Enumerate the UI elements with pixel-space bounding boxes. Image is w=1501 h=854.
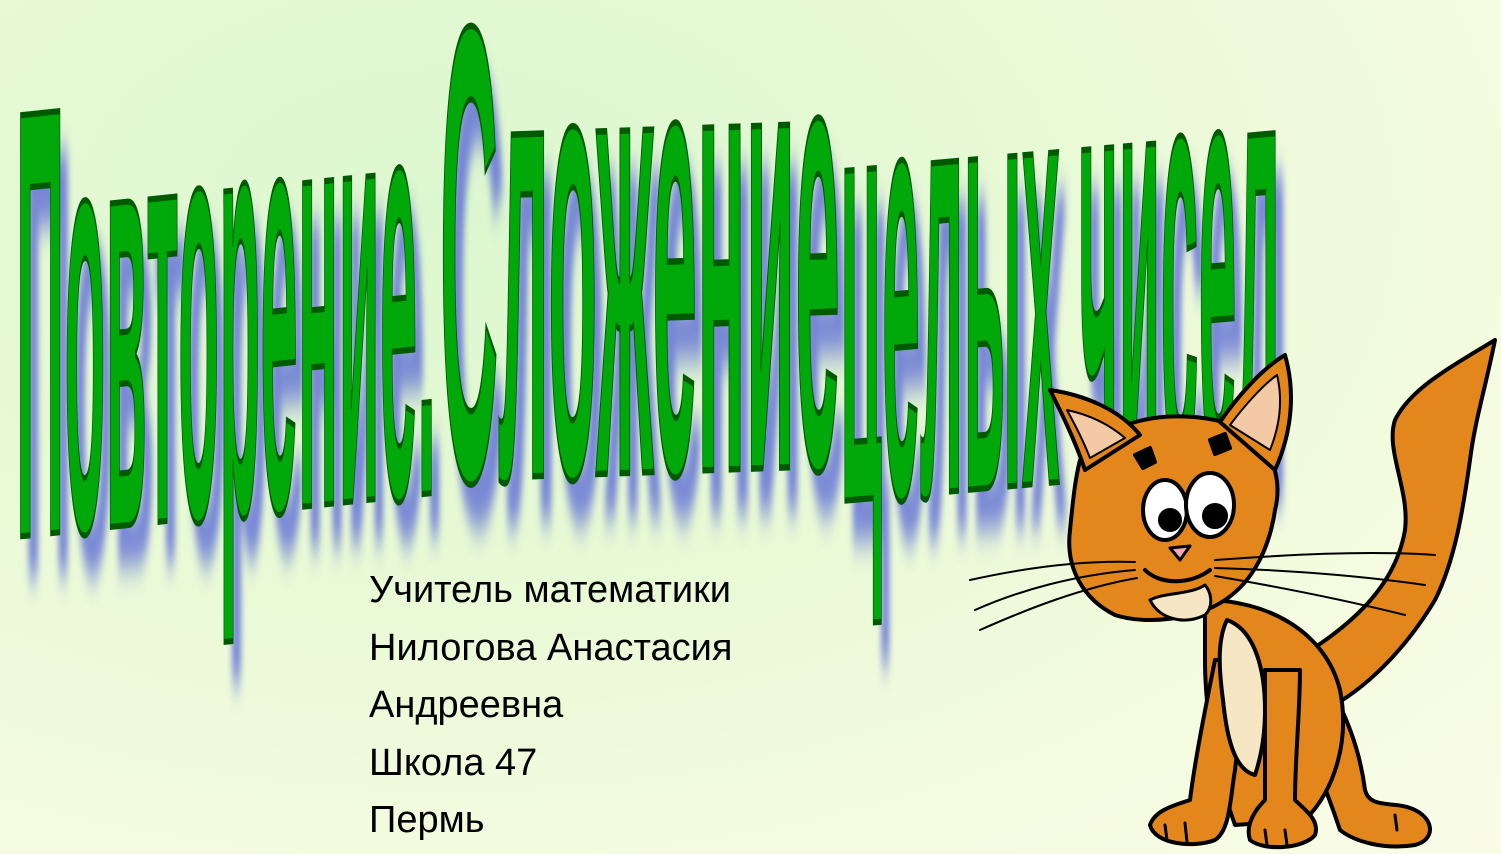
cat-nose	[1168, 544, 1192, 562]
title-word-1: Повторение.	[16, 0, 436, 671]
author-credits: Учитель математики Нилогова Анастасия Ан…	[369, 562, 889, 850]
cat-ear-right-inner	[1229, 374, 1282, 451]
cat-belly	[1217, 618, 1267, 777]
cat-mouth	[1143, 568, 1212, 584]
title-word-1-shadow: Повторение.	[24, 0, 444, 711]
cat-tail	[1293, 338, 1497, 712]
cat-paw-lines	[1163, 813, 1399, 847]
cat-eyebrow-right	[1208, 432, 1232, 456]
cartoon-cat-illustration	[969, 338, 1497, 850]
cat-pupil-left	[1158, 508, 1182, 532]
credit-line-role: Учитель математики	[369, 569, 731, 611]
title-word-2: Сложение	[440, 0, 840, 617]
credit-line-patronymic: Андреевна	[369, 684, 564, 726]
cat-ear-left-inner	[1066, 409, 1126, 459]
cat-whiskers	[969, 551, 1436, 631]
credit-line-city: Пермь	[369, 799, 485, 841]
title-word-3: целых чисел	[840, 0, 1280, 634]
cat-chin-fluff	[1148, 583, 1213, 622]
cat-pupil-right	[1202, 503, 1228, 529]
title-word-2-shadow: Сложение	[448, 0, 848, 660]
credit-line-school: Школа 47	[369, 741, 538, 784]
credit-line-name: Нилогова Анастасия	[369, 626, 733, 669]
cat-eyebrow-left	[1133, 446, 1157, 470]
